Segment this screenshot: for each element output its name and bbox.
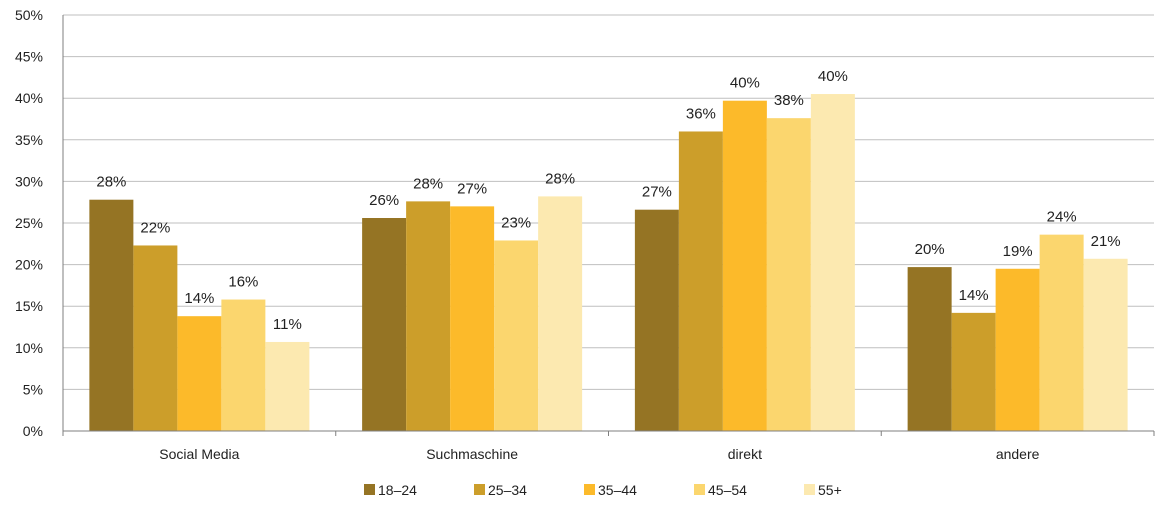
x-category-label: Suchmaschine: [426, 446, 518, 462]
bar: [133, 245, 178, 431]
data-label: 26%: [369, 192, 399, 209]
axes: [62, 15, 1155, 436]
y-tick-label: 10%: [15, 340, 43, 356]
bar: [494, 240, 539, 431]
legend: 18–24 25–34 35–44 45–54 55+: [364, 482, 842, 498]
data-label: 38%: [774, 92, 804, 109]
bar: [538, 196, 583, 431]
data-label: 19%: [1003, 243, 1033, 260]
data-label: 40%: [730, 75, 760, 92]
data-label: 11%: [273, 316, 302, 333]
bar: [265, 341, 310, 431]
legend-label: 18–24: [378, 482, 417, 498]
y-tick-label: 35%: [15, 132, 43, 148]
y-tick-label: 5%: [23, 381, 43, 397]
legend-swatch: [804, 484, 815, 495]
bar: [406, 201, 451, 431]
bar: [450, 206, 495, 431]
data-label: 36%: [686, 105, 716, 122]
bar: [722, 100, 767, 432]
data-label: 28%: [545, 170, 575, 187]
y-axis-tick-labels: 0% 5% 10% 15% 20% 25% 30% 35% 40% 45% 50%: [15, 7, 43, 439]
y-tick-label: 25%: [15, 215, 43, 231]
data-label: 28%: [96, 174, 126, 191]
y-tick-label: 50%: [15, 7, 43, 23]
data-label: 14%: [959, 287, 989, 304]
x-category-label: andere: [996, 446, 1040, 462]
bar: [907, 267, 952, 431]
y-tick-label: 30%: [15, 173, 43, 189]
y-tick-label: 40%: [15, 90, 43, 106]
legend-swatch: [584, 484, 595, 495]
y-tick-label: 45%: [15, 49, 43, 65]
x-axis-category-labels: Social Media Suchmaschine direkt andere: [159, 446, 1039, 462]
legend-label: 35–44: [598, 482, 637, 498]
data-label: 21%: [1091, 233, 1121, 250]
data-labels: 28% 26% 27% 20% 22% 28% 36% 14% 14% 27% 40% 19% 16% 2…: [96, 68, 1120, 333]
data-label: 16%: [228, 274, 258, 291]
y-tick-label: 15%: [15, 298, 43, 314]
data-label: 24%: [1047, 209, 1077, 226]
bar: [89, 199, 134, 431]
legend-label: 25–34: [488, 482, 527, 498]
bar: [1083, 258, 1128, 431]
bar: [634, 209, 679, 431]
y-tick-label: 0%: [23, 423, 43, 439]
y-tick-label: 20%: [15, 257, 43, 273]
legend-swatch: [474, 484, 485, 495]
bars: [89, 94, 1128, 432]
data-label: 27%: [457, 180, 487, 197]
data-label: 23%: [501, 214, 531, 231]
legend-label: 45–54: [708, 482, 747, 498]
bar: [766, 118, 811, 431]
legend-label: 55+: [818, 482, 842, 498]
data-label: 27%: [642, 184, 672, 201]
bar: [951, 312, 996, 431]
bar: [995, 268, 1040, 431]
data-label: 20%: [915, 241, 945, 258]
x-category-label: Social Media: [159, 446, 239, 462]
bar: [221, 299, 266, 431]
bar: [362, 218, 407, 431]
data-label: 14%: [184, 290, 214, 307]
bar: [678, 131, 723, 432]
x-category-label: direkt: [728, 446, 762, 462]
bar: [1039, 234, 1084, 431]
data-label: 22%: [140, 219, 170, 236]
legend-swatch: [694, 484, 705, 495]
legend-swatch: [364, 484, 375, 495]
data-label: 28%: [413, 175, 443, 192]
data-label: 40%: [818, 68, 848, 85]
bar: [810, 94, 855, 431]
bar: [177, 316, 222, 431]
